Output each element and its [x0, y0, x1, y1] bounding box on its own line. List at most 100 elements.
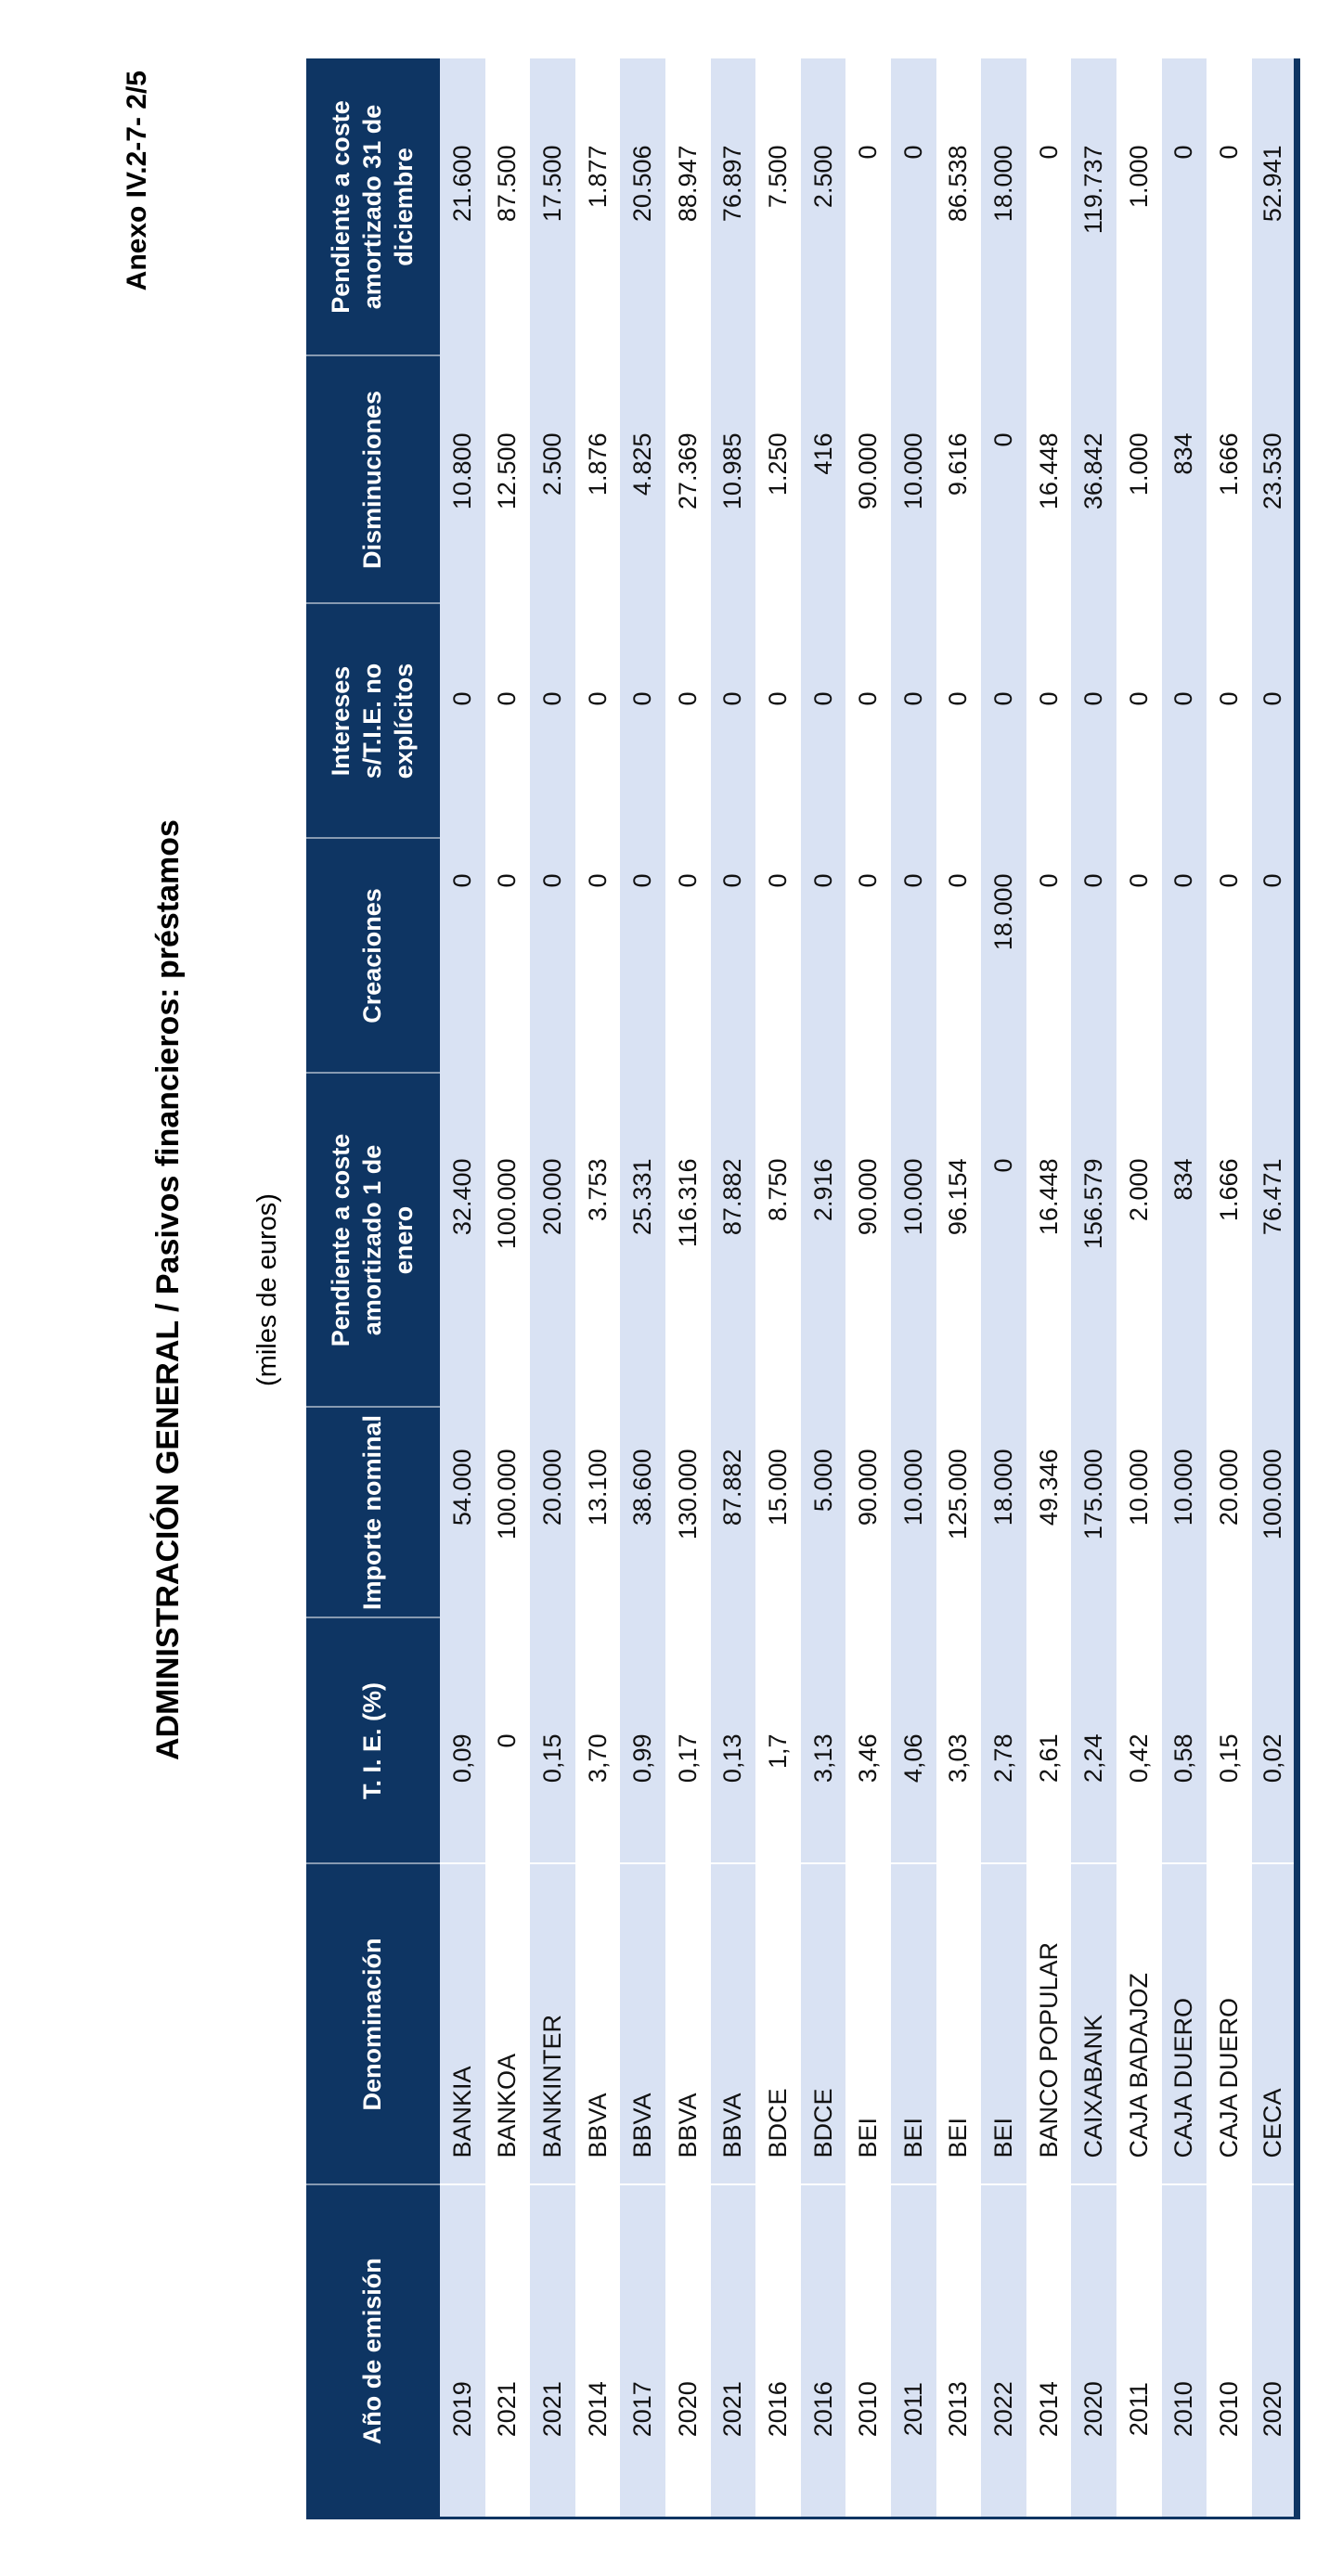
cell-intereses: 0 [665, 603, 711, 839]
table-body: 2019 BANKIA 0,09 54.000 32.400 0 0 10.800 21.600… [440, 58, 1297, 2518]
cell-creaciones: 0 [800, 838, 846, 1074]
cell-creaciones: 0 [1116, 838, 1162, 1074]
cell-disminuciones: 416 [800, 355, 846, 604]
cell-tie: 0,17 [665, 1617, 711, 1864]
column-header-disminuciones: Disminuciones [306, 355, 440, 604]
cell-anio: 2010 [845, 2184, 891, 2518]
column-header-tie: T. I. E. (%) [306, 1617, 440, 1864]
cell-denominacion: BANKOA [484, 1863, 531, 2185]
cell-anio: 2010 [1161, 2184, 1207, 2518]
cell-pendiente_enero: 87.882 [710, 1073, 756, 1408]
cell-anio: 2014 [574, 2184, 621, 2518]
cell-intereses: 0 [484, 603, 531, 839]
cell-importe_nominal: 18.000 [981, 1407, 1026, 1618]
cell-disminuciones: 0 [981, 355, 1026, 604]
cell-pendiente_enero: 8.750 [755, 1073, 801, 1408]
cell-tie: 4,06 [890, 1617, 936, 1864]
cell-importe_nominal: 15.000 [755, 1407, 801, 1618]
cell-tie: 3,03 [936, 1617, 982, 1864]
column-header-intereses: Intereses s/T.I.E. no explícitos [306, 603, 440, 839]
cell-creaciones: 0 [890, 838, 936, 1074]
cell-denominacion: BBVA [574, 1863, 621, 2185]
cell-intereses: 0 [1116, 603, 1162, 839]
cell-denominacion: BDCE [800, 1863, 846, 2185]
cell-tie: 0,15 [1207, 1617, 1252, 1864]
cell-disminuciones: 12.500 [484, 355, 531, 604]
cell-creaciones: 0 [1207, 838, 1252, 1074]
cell-anio: 2020 [665, 2184, 711, 2518]
table-row: 2020 BBVA 0,17 130.000 116.316 0 0 27.369 88.947 [665, 58, 711, 2518]
cell-intereses: 0 [620, 603, 665, 839]
cell-pendiente_enero: 834 [1161, 1073, 1207, 1408]
page-title: ADMINISTRACIÓN GENERAL / Pasivos financi… [150, 819, 186, 1760]
cell-tie: 2,24 [1071, 1617, 1116, 1864]
table-row: 2010 CAJA DUERO 0,15 20.000 1.666 0 0 1.666 0 [1207, 58, 1252, 2518]
cell-denominacion: BANCO POPULAR [1026, 1863, 1072, 2185]
cell-importe_nominal: 90.000 [845, 1407, 891, 1618]
cell-pendiente_enero: 100.000 [484, 1073, 531, 1408]
cell-tie: 0,09 [440, 1617, 485, 1864]
cell-denominacion: CECA [1251, 1863, 1297, 2185]
cell-pendiente_enero: 2.916 [800, 1073, 846, 1408]
cell-creaciones: 0 [1026, 838, 1072, 1074]
cell-intereses: 0 [755, 603, 801, 839]
table-row: 2011 BEI 4,06 10.000 10.000 0 0 10.000 0 [890, 58, 936, 2518]
cell-intereses: 0 [1251, 603, 1297, 839]
cell-creaciones: 0 [574, 838, 621, 1074]
cell-importe_nominal: 54.000 [440, 1407, 485, 1618]
table-row: 2016 BDCE 1,7 15.000 8.750 0 0 1.250 7.500 [755, 58, 801, 2518]
cell-disminuciones: 4.825 [620, 355, 665, 604]
cell-intereses: 0 [1071, 603, 1116, 839]
cell-importe_nominal: 100.000 [1251, 1407, 1297, 1618]
cell-tie: 0,15 [530, 1617, 575, 1864]
cell-pendiente_diciembre: 20.506 [620, 58, 665, 356]
cell-intereses: 0 [574, 603, 621, 839]
cell-tie: 0,58 [1161, 1617, 1207, 1864]
cell-importe_nominal: 13.100 [574, 1407, 621, 1618]
cell-pendiente_diciembre: 0 [890, 58, 936, 356]
cell-tie: 0 [484, 1617, 531, 1864]
cell-pendiente_enero: 16.448 [1026, 1073, 1072, 1408]
cell-denominacion: CAIXABANK [1071, 1863, 1116, 2185]
cell-importe_nominal: 5.000 [800, 1407, 846, 1618]
cell-intereses: 0 [936, 603, 982, 839]
cell-disminuciones: 2.500 [530, 355, 575, 604]
column-header-importe-nominal: Importe nominal [306, 1407, 440, 1618]
cell-creaciones: 0 [440, 838, 485, 1074]
column-header-denominacion: Denominación [306, 1863, 440, 2185]
cell-pendiente_diciembre: 0 [1161, 58, 1207, 356]
cell-importe_nominal: 38.600 [620, 1407, 665, 1618]
cell-intereses: 0 [1207, 603, 1252, 839]
table-row: 2013 BEI 3,03 125.000 96.154 0 0 9.616 86.538 [936, 58, 982, 2518]
cell-intereses: 0 [800, 603, 846, 839]
cell-pendiente_diciembre: 18.000 [981, 58, 1026, 356]
cell-tie: 3,13 [800, 1617, 846, 1864]
cell-disminuciones: 1.666 [1207, 355, 1252, 604]
column-header-pendiente-enero: Pendiente a coste amortizado 1 de enero [306, 1073, 440, 1408]
cell-importe_nominal: 175.000 [1071, 1407, 1116, 1618]
cell-importe_nominal: 100.000 [484, 1407, 531, 1618]
cell-creaciones: 0 [1161, 838, 1207, 1074]
cell-pendiente_enero: 0 [981, 1073, 1026, 1408]
cell-anio: 2016 [755, 2184, 801, 2518]
cell-pendiente_diciembre: 1.000 [1116, 58, 1162, 356]
table-row: 2010 BEI 3,46 90.000 90.000 0 0 90.000 0 [845, 58, 891, 2518]
cell-creaciones: 0 [620, 838, 665, 1074]
cell-disminuciones: 1.250 [755, 355, 801, 604]
table-header: Año de emisión Denominación T. I. E. (%)… [306, 58, 440, 2518]
cell-denominacion: CAJA BADAJOZ [1116, 1863, 1162, 2185]
cell-pendiente_enero: 76.471 [1251, 1073, 1297, 1408]
column-header-anio: Año de emisión [306, 2184, 440, 2518]
cell-denominacion: CAJA DUERO [1207, 1863, 1252, 2185]
cell-disminuciones: 9.616 [936, 355, 982, 604]
cell-pendiente_diciembre: 21.600 [440, 58, 485, 356]
table-row: 2019 BANKIA 0,09 54.000 32.400 0 0 10.800 21.600 [440, 58, 485, 2518]
cell-pendiente_enero: 1.666 [1207, 1073, 1252, 1408]
cell-pendiente_enero: 25.331 [620, 1073, 665, 1408]
cell-pendiente_diciembre: 119.737 [1071, 58, 1116, 356]
cell-importe_nominal: 49.346 [1026, 1407, 1072, 1618]
cell-creaciones: 0 [665, 838, 711, 1074]
cell-importe_nominal: 10.000 [890, 1407, 936, 1618]
